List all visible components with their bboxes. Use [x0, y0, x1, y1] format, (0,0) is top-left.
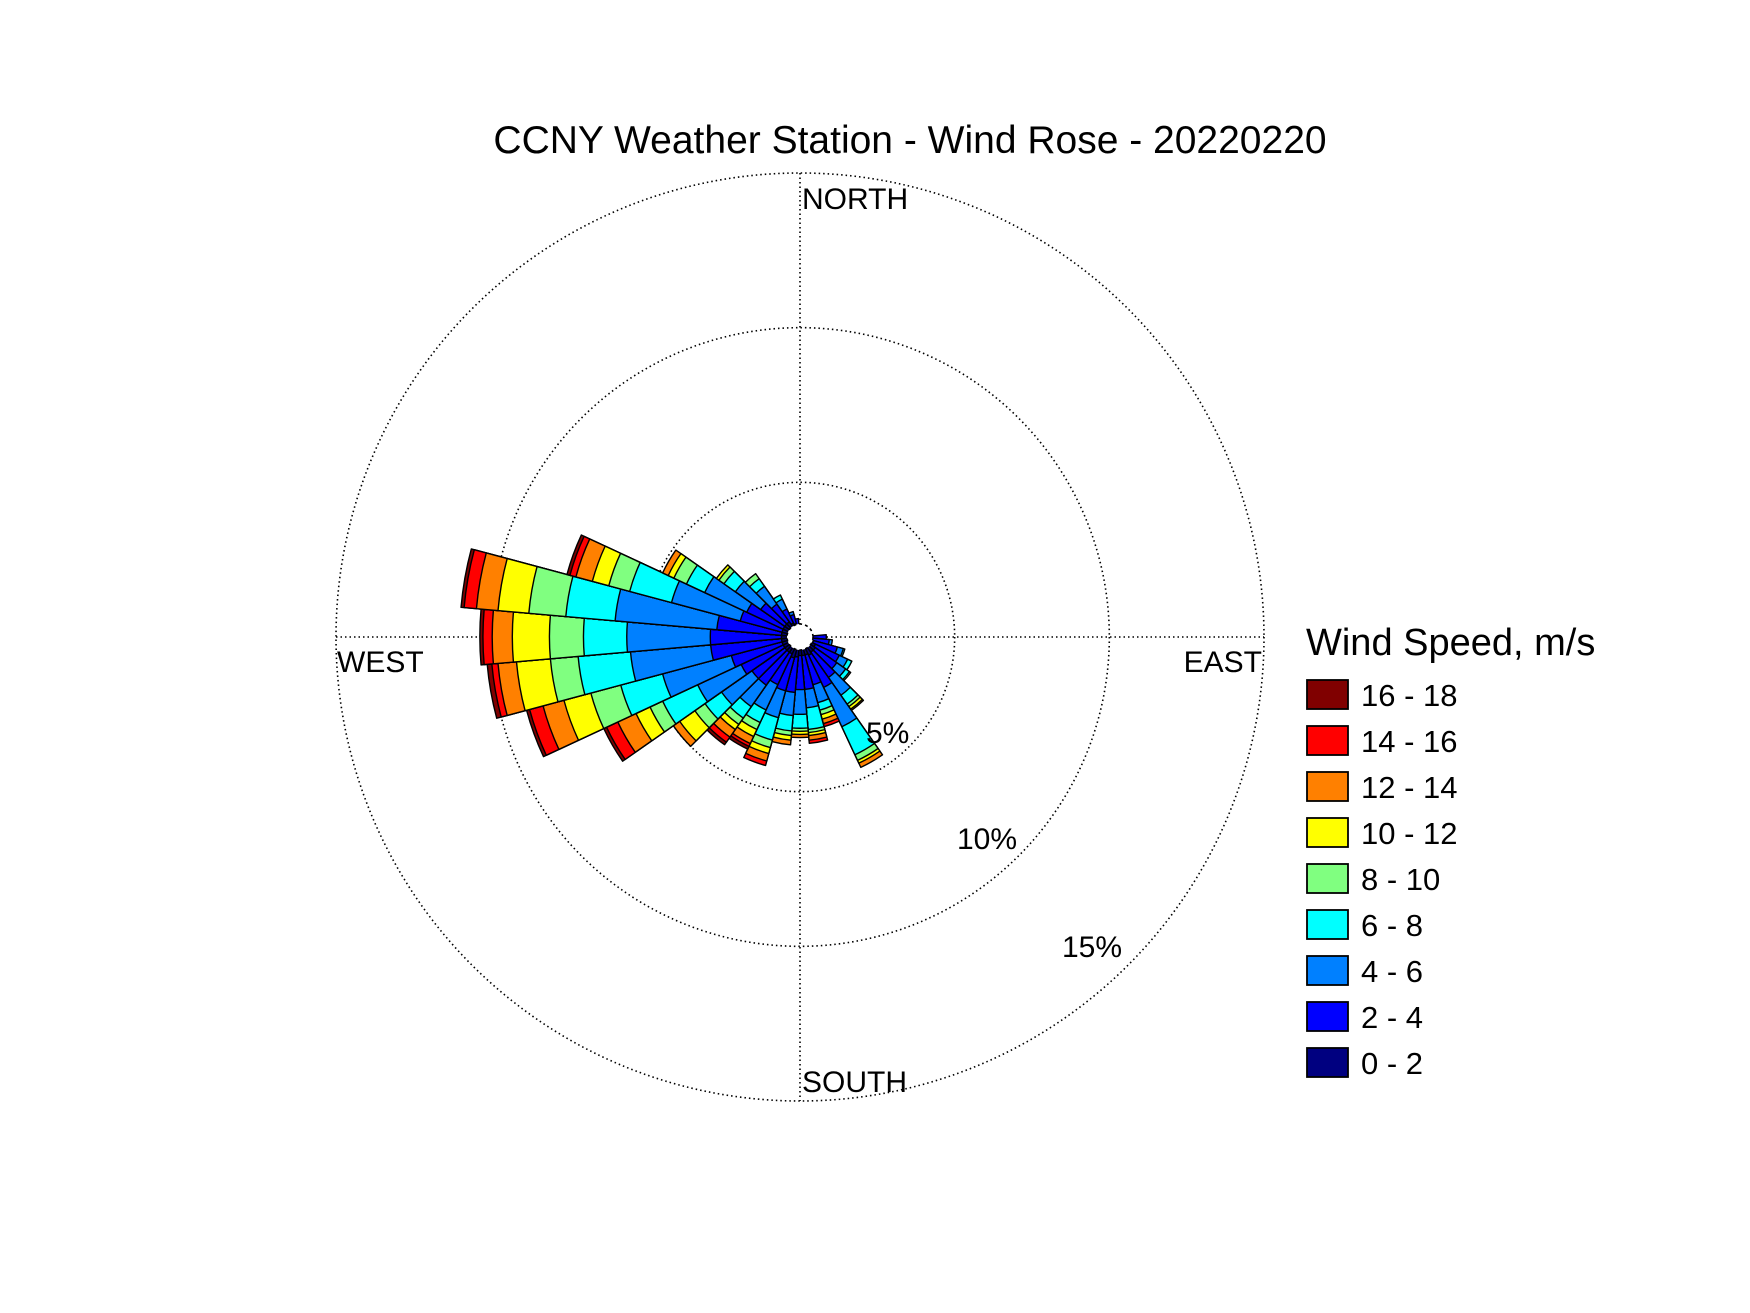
legend-swatch: [1306, 817, 1349, 848]
radial-tick-label-5: 5%: [866, 717, 909, 750]
legend-item: 2 - 4: [1306, 1000, 1423, 1035]
legend-swatch: [1306, 1001, 1349, 1032]
legend-item: 12 - 14: [1306, 770, 1458, 805]
direction-label-east: EAST: [1184, 646, 1262, 679]
legend-swatch: [1306, 909, 1349, 940]
legend-item: 14 - 16: [1306, 724, 1458, 759]
direction-label-west: WEST: [337, 646, 424, 679]
legend-swatch: [1306, 863, 1349, 894]
sector-250: [525, 636, 801, 758]
sector-300: [661, 549, 801, 638]
grid-circle-10: [489, 326, 1111, 948]
legend-title: Wind Speed, m/s: [1306, 622, 1595, 664]
legend-item: 6 - 8: [1306, 908, 1423, 943]
legend-label: 4 - 6: [1361, 954, 1423, 989]
sector-160: [799, 636, 840, 728]
calm-circle-shape: [786, 623, 814, 651]
legend-label: 2 - 4: [1361, 1000, 1423, 1035]
legend-item: 16 - 18: [1306, 678, 1458, 713]
legend-swatch: [1306, 679, 1349, 710]
legend: Wind Speed, m/s 16 - 18 14 - 16 12 - 14 10 …: [1306, 622, 1595, 1081]
legend-label: 6 - 8: [1361, 908, 1423, 943]
sector-260: [486, 636, 801, 719]
sector-230: [672, 636, 801, 748]
legend-item: 4 - 6: [1306, 954, 1423, 989]
legend-item: 0 - 2: [1306, 1046, 1423, 1081]
sector-170: [799, 636, 829, 745]
sector-180: [790, 636, 810, 739]
direction-label-south: SOUTH: [802, 1066, 907, 1099]
legend-items: 16 - 18 14 - 16 12 - 14 10 - 12 8 - 10 6 - 8 4…: [1306, 678, 1458, 1081]
sector-270: [479, 608, 801, 666]
radial-tick-label-15: 15%: [1062, 931, 1122, 964]
sector-290: [566, 534, 801, 638]
calm-circle: [786, 623, 814, 651]
legend-label: 16 - 18: [1361, 678, 1458, 713]
legend-label: 14 - 16: [1361, 724, 1458, 759]
sector-140: [799, 636, 865, 712]
direction-label-north: NORTH: [802, 183, 908, 216]
legend-label: 10 - 12: [1361, 816, 1458, 851]
legend-swatch: [1306, 1047, 1349, 1078]
legend-label: 12 - 14: [1361, 770, 1458, 805]
legend-item: 8 - 10: [1306, 862, 1440, 897]
wind-sectors: [460, 534, 884, 769]
grid-circle-5: [644, 481, 956, 793]
legend-swatch: [1306, 725, 1349, 756]
legend-swatch: [1306, 955, 1349, 986]
legend-swatch: [1306, 771, 1349, 802]
sector-210: [728, 636, 801, 750]
sector-150: [799, 636, 884, 769]
legend-label: 0 - 2: [1361, 1046, 1423, 1081]
legend-item: 10 - 12: [1306, 816, 1458, 851]
chart-title: CCNY Weather Station - Wind Rose - 20220…: [493, 119, 1326, 162]
radial-tick-label-10: 10%: [957, 823, 1017, 856]
legend-label: 8 - 10: [1361, 862, 1440, 897]
polar-labels: NORTH WEST EAST SOUTH 5% 10% 15%: [337, 183, 1262, 1099]
